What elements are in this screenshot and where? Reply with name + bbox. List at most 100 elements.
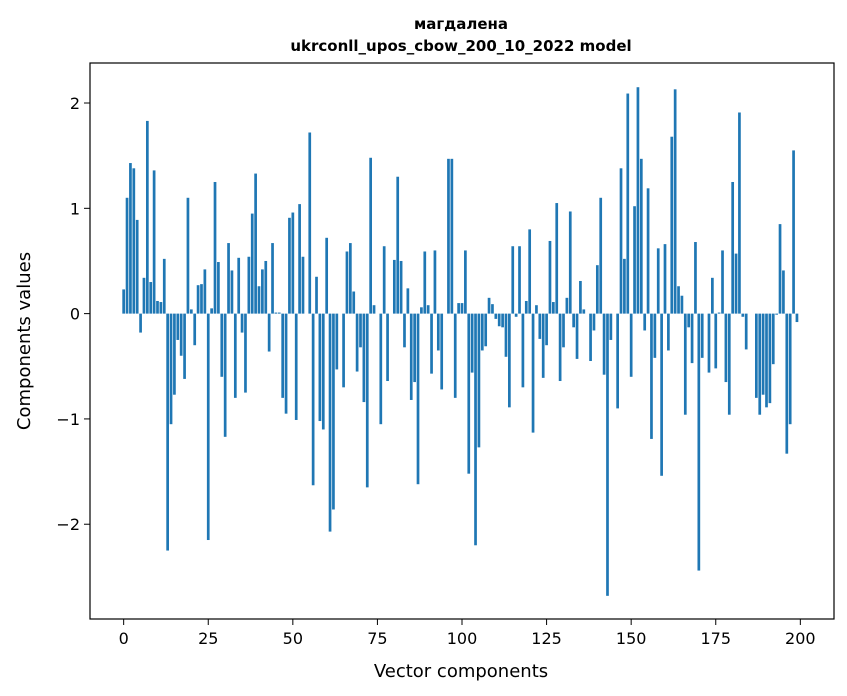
bar [139,313,142,333]
x-axis-ticks: 0 25 50 75 100 125 150 175 200 [119,619,816,648]
bar [403,313,406,348]
bar [200,284,203,314]
bar [724,313,728,383]
bar [261,269,264,314]
bar [768,313,772,404]
bar [595,265,599,314]
bar [667,313,670,351]
bar [565,297,569,314]
bar [521,313,525,388]
bar [487,297,491,314]
y-tick-label: −2 [56,515,80,534]
bar [579,280,582,314]
bar [345,251,349,314]
bar [169,313,173,425]
bar [396,176,400,314]
bar [149,282,153,314]
bar [240,313,244,333]
x-tick-label: 200 [785,629,816,648]
bar [379,313,383,425]
y-axis-label: Components values [14,252,35,430]
chart-title-line1: магдалена [414,15,508,33]
bar [284,313,288,414]
bar [125,197,129,314]
bar [765,313,768,408]
bar [416,313,420,485]
bar [795,313,799,323]
bar [653,313,657,358]
bar [639,158,643,314]
x-tick-label: 0 [119,629,129,648]
bar [778,224,782,314]
bar [602,313,606,375]
bar [643,313,647,331]
x-tick-label: 100 [447,629,478,648]
bar [717,312,721,314]
bar [318,313,322,422]
bar [721,250,724,314]
bar [453,313,457,398]
bar [298,204,301,314]
bar [237,257,241,314]
bar [447,158,450,314]
bar [697,313,701,571]
plot-frame [89,62,835,620]
bar [754,313,758,398]
bar [744,313,748,350]
y-tick-label: 0 [70,305,80,324]
bar [129,163,132,314]
bar [321,313,325,430]
bar [470,313,474,373]
x-tick-label: 50 [283,629,303,648]
bar [548,240,552,314]
bar [206,313,210,541]
bar [680,295,684,314]
bar [382,246,386,314]
bar [792,150,795,314]
bar [673,89,677,314]
bar [707,313,711,373]
bar [538,313,542,339]
bar [183,313,186,379]
bar [369,157,373,314]
bar [467,313,471,474]
bar [362,313,366,403]
bar [162,258,166,314]
bar [545,313,548,346]
bar [274,312,278,314]
bar [616,313,619,409]
bar [650,313,653,439]
chart-title-line2: ukrconll_upos_cbow_200_10_2022 model [290,37,631,55]
bar [196,285,200,314]
bar [348,243,352,314]
bar [426,305,430,314]
bar [714,313,718,369]
bar [166,313,170,551]
bar [741,313,745,317]
bar [727,313,731,415]
bar [210,308,213,314]
bar [677,286,680,314]
bar [464,250,467,314]
bar [761,313,765,395]
bar [193,313,197,346]
bar [731,181,735,314]
bar [524,300,528,314]
y-tick-label: 1 [70,199,80,218]
bar [413,313,416,383]
bar [436,313,440,351]
x-tick-label: 75 [367,629,387,648]
bar [700,313,704,358]
bar [497,313,501,327]
bar [474,313,477,546]
bar [738,112,741,314]
bar [592,313,596,331]
bar [663,244,667,314]
bar [775,313,779,315]
bar [294,313,298,420]
bar [203,269,207,314]
bar [670,136,674,314]
bar [562,313,565,348]
bar [399,260,403,314]
bar [599,197,603,314]
